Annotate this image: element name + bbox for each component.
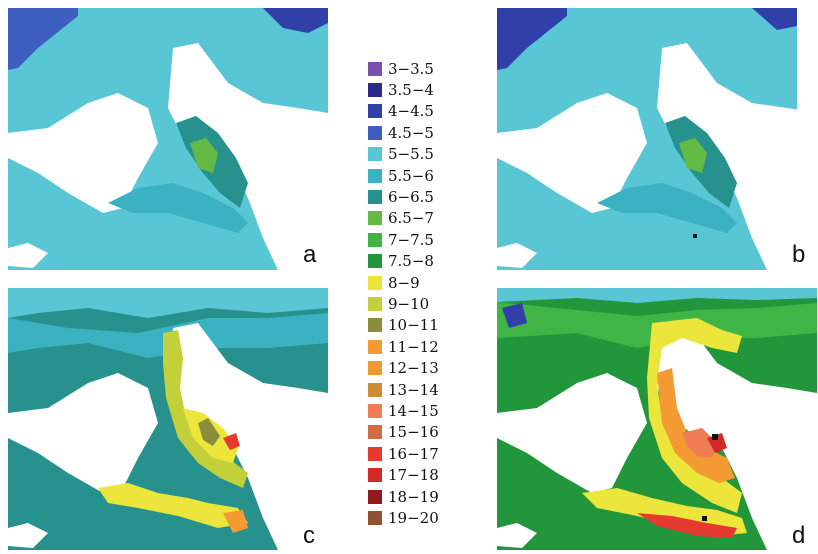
legend-label: 11−12	[388, 337, 439, 356]
legend-label: 10−11	[388, 316, 439, 335]
legend-swatch	[368, 61, 382, 76]
legend-item: 15−16	[368, 422, 478, 443]
legend-label: 8−9	[388, 273, 420, 292]
legend-item: 4.5−5	[368, 122, 478, 143]
legend-item: 7−7.5	[368, 229, 478, 250]
legend-swatch	[368, 318, 382, 333]
legend-label: 4−4.5	[388, 102, 434, 121]
legend-swatch	[368, 489, 382, 504]
legend-item: 11−12	[368, 336, 478, 357]
legend-swatch	[368, 104, 382, 119]
legend-label: 4.5−5	[388, 123, 434, 142]
legend-item: 13−14	[368, 379, 478, 400]
map-panel-b	[497, 8, 817, 270]
map-panel-d	[497, 288, 817, 550]
legend-item: 5.5−6	[368, 165, 478, 186]
map-panel-a	[8, 8, 328, 270]
panel-label-c: c	[303, 522, 315, 549]
legend-swatch	[368, 510, 382, 525]
legend-label: 3.5−4	[388, 81, 434, 100]
legend-item: 5−5.5	[368, 144, 478, 165]
legend-item: 7.5−8	[368, 251, 478, 272]
legend-swatch	[368, 403, 382, 418]
legend-label: 17−18	[388, 466, 439, 485]
legend-item: 14−15	[368, 400, 478, 421]
legend-label: 7.5−8	[388, 252, 434, 271]
legend-swatch	[368, 339, 382, 354]
legend-swatch	[368, 232, 382, 247]
legend-label: 13−14	[388, 380, 439, 399]
legend-swatch	[368, 125, 382, 140]
legend-swatch	[368, 296, 382, 311]
legend-item: 6.5−7	[368, 208, 478, 229]
legend-item: 8−9	[368, 272, 478, 293]
legend-swatch	[368, 254, 382, 269]
legend-item: 16−17	[368, 443, 478, 464]
legend-swatch	[368, 168, 382, 183]
map-panel-c	[8, 288, 328, 550]
legend-item: 17−18	[368, 464, 478, 485]
legend-label: 12−13	[388, 359, 439, 378]
color-legend: 3−3.5 3.5−4 4−4.5 4.5−5 5−5.5 5.5−6 6−6.5 6.5−7…	[368, 58, 478, 529]
legend-swatch	[368, 211, 382, 226]
panel-label-b: b	[792, 241, 806, 268]
legend-item: 19−20	[368, 507, 478, 528]
legend-item: 6−6.5	[368, 186, 478, 207]
legend-label: 14−15	[388, 401, 439, 420]
legend-swatch	[368, 147, 382, 162]
legend-swatch	[368, 446, 382, 461]
legend-label: 19−20	[388, 508, 439, 527]
legend-label: 6.5−7	[388, 209, 434, 228]
legend-swatch	[368, 382, 382, 397]
legend-swatch	[368, 190, 382, 205]
legend-item: 10−11	[368, 315, 478, 336]
legend-label: 5−5.5	[388, 145, 434, 164]
legend-item: 12−13	[368, 357, 478, 378]
legend-label: 5.5−6	[388, 166, 434, 185]
legend-item: 9−10	[368, 293, 478, 314]
legend-label: 18−19	[388, 487, 439, 506]
legend-label: 9−10	[388, 294, 430, 313]
legend-swatch	[368, 83, 382, 98]
legend-label: 15−16	[388, 423, 439, 442]
panel-label-a: a	[303, 241, 317, 268]
legend-item: 18−19	[368, 486, 478, 507]
legend-swatch	[368, 425, 382, 440]
legend-swatch	[368, 468, 382, 483]
legend-item: 3−3.5	[368, 58, 478, 79]
legend-item: 4−4.5	[368, 101, 478, 122]
legend-swatch	[368, 361, 382, 376]
legend-label: 3−3.5	[388, 59, 434, 78]
legend-label: 6−6.5	[388, 188, 434, 207]
legend-item: 3.5−4	[368, 79, 478, 100]
panel-label-d: d	[792, 522, 806, 549]
legend-label: 16−17	[388, 444, 439, 463]
legend-swatch	[368, 275, 382, 290]
legend-label: 7−7.5	[388, 230, 434, 249]
